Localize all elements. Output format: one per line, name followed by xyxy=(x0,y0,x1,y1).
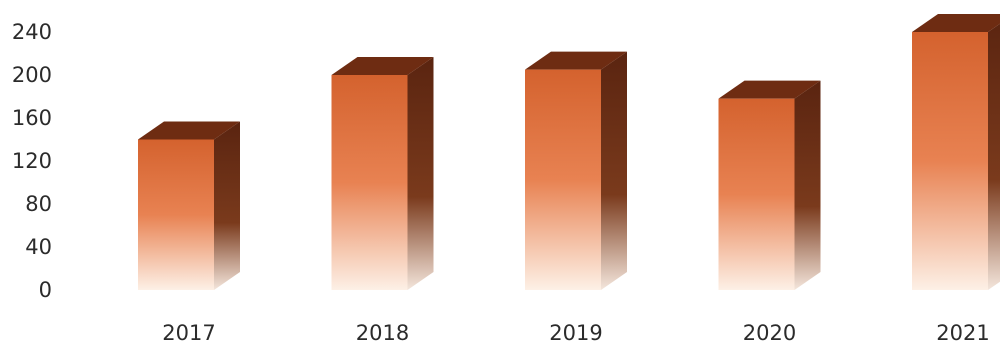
y-axis: 0 40 80 120 160 200 240 xyxy=(12,20,52,302)
x-category-label: 2018 xyxy=(356,321,409,345)
y-tick-label: 0 xyxy=(39,278,52,302)
y-tick-label: 80 xyxy=(25,192,52,216)
bar-side-face xyxy=(794,80,821,291)
x-category-label: 2019 xyxy=(549,321,602,345)
bar-top-face xyxy=(525,51,627,70)
x-category-label: 2021 xyxy=(936,321,989,345)
bar-side-face xyxy=(601,51,627,290)
bar-2019 xyxy=(525,51,627,290)
bar-side-face xyxy=(214,121,240,290)
x-axis: 2017 2018 2019 2020 2021 xyxy=(162,321,989,345)
bar-front-face xyxy=(525,69,601,290)
y-tick-label: 240 xyxy=(12,20,52,44)
bar-front-face xyxy=(138,139,214,290)
bar-top-face xyxy=(138,121,240,140)
bar-2018 xyxy=(331,57,434,290)
x-category-label: 2020 xyxy=(743,321,796,345)
bar-front-face xyxy=(331,75,408,290)
bar-front-face xyxy=(912,32,988,290)
y-tick-label: 40 xyxy=(25,235,52,259)
bar-top-face xyxy=(912,14,1000,32)
bar-2017 xyxy=(138,121,240,290)
y-tick-label: 120 xyxy=(12,149,52,173)
bar-top-face xyxy=(718,80,821,99)
bar-front-face xyxy=(718,98,795,291)
y-tick-label: 200 xyxy=(12,63,52,87)
bar-2020 xyxy=(718,80,821,291)
bars xyxy=(138,14,1000,291)
bar-2021 xyxy=(912,14,1000,290)
bar-top-face xyxy=(331,57,434,75)
y-tick-label: 160 xyxy=(12,106,52,130)
bar-side-face xyxy=(407,57,434,290)
x-category-label: 2017 xyxy=(162,321,215,345)
bar-side-face xyxy=(988,23,1000,290)
